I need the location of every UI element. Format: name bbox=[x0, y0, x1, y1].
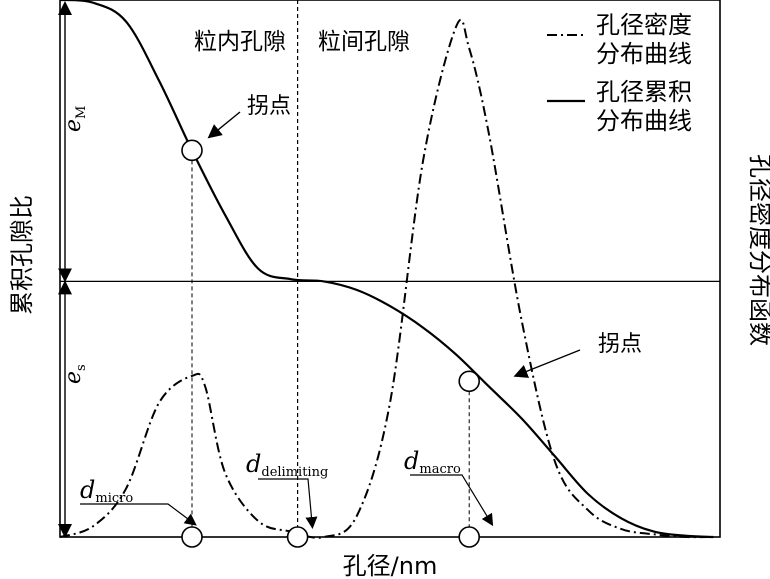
series-line-density bbox=[59, 18, 714, 539]
eM-sub: M bbox=[74, 106, 89, 119]
inflection-lower-arrow bbox=[513, 349, 581, 378]
d-delimiting-marker bbox=[286, 526, 309, 548]
eM-base: e bbox=[61, 119, 86, 132]
d-macro-base: d bbox=[404, 447, 419, 475]
d-micro-sub: micro bbox=[95, 491, 133, 506]
d-micro-label: dmicro bbox=[80, 476, 133, 506]
es-label: es bbox=[61, 364, 89, 384]
d-micro-leader bbox=[80, 503, 197, 526]
inflection-lower-label: 拐点 bbox=[598, 332, 642, 357]
inflection-marker-upper bbox=[181, 139, 203, 162]
d-macro-sub: macro bbox=[419, 462, 461, 477]
y-axis-label-left: 累积孔隙比 bbox=[8, 195, 36, 315]
region-left-label: 粒内孔隙 bbox=[194, 29, 286, 55]
region-right-label: 粒间孔隙 bbox=[318, 29, 410, 55]
d-macro-label: dmacro bbox=[404, 447, 461, 477]
legend-cumulative-label-1: 孔径累积 bbox=[596, 78, 692, 106]
legend-density-label-1: 孔径密度 bbox=[596, 11, 692, 39]
inflection-marker-lower bbox=[458, 370, 481, 393]
d-delimiting-leader bbox=[258, 478, 318, 529]
d-delimiting-sub: delimiting bbox=[261, 465, 328, 480]
series-line-cumulative bbox=[59, 0, 714, 539]
inflection-upper-label: 拐点 bbox=[247, 94, 291, 119]
d-delimiting-base: d bbox=[246, 450, 261, 478]
y-axis-label-right: 孔径密度分布函数 bbox=[746, 154, 770, 346]
eM-label: eM bbox=[61, 106, 89, 132]
d-macro-leader bbox=[410, 474, 494, 527]
es-base: e bbox=[61, 371, 86, 384]
legend-density-label-2: 分布曲线 bbox=[596, 40, 692, 68]
inflection-upper-arrow bbox=[207, 111, 241, 139]
es-sub: s bbox=[74, 364, 89, 371]
legend-cumulative-label-2: 分布曲线 bbox=[596, 107, 692, 135]
d-delimiting-label: ddelimiting bbox=[246, 450, 328, 480]
d-micro-base: d bbox=[80, 476, 95, 504]
d-macro-marker bbox=[458, 526, 481, 548]
x-axis-label: 孔径/nm bbox=[343, 552, 438, 579]
d-micro-marker bbox=[181, 526, 203, 548]
